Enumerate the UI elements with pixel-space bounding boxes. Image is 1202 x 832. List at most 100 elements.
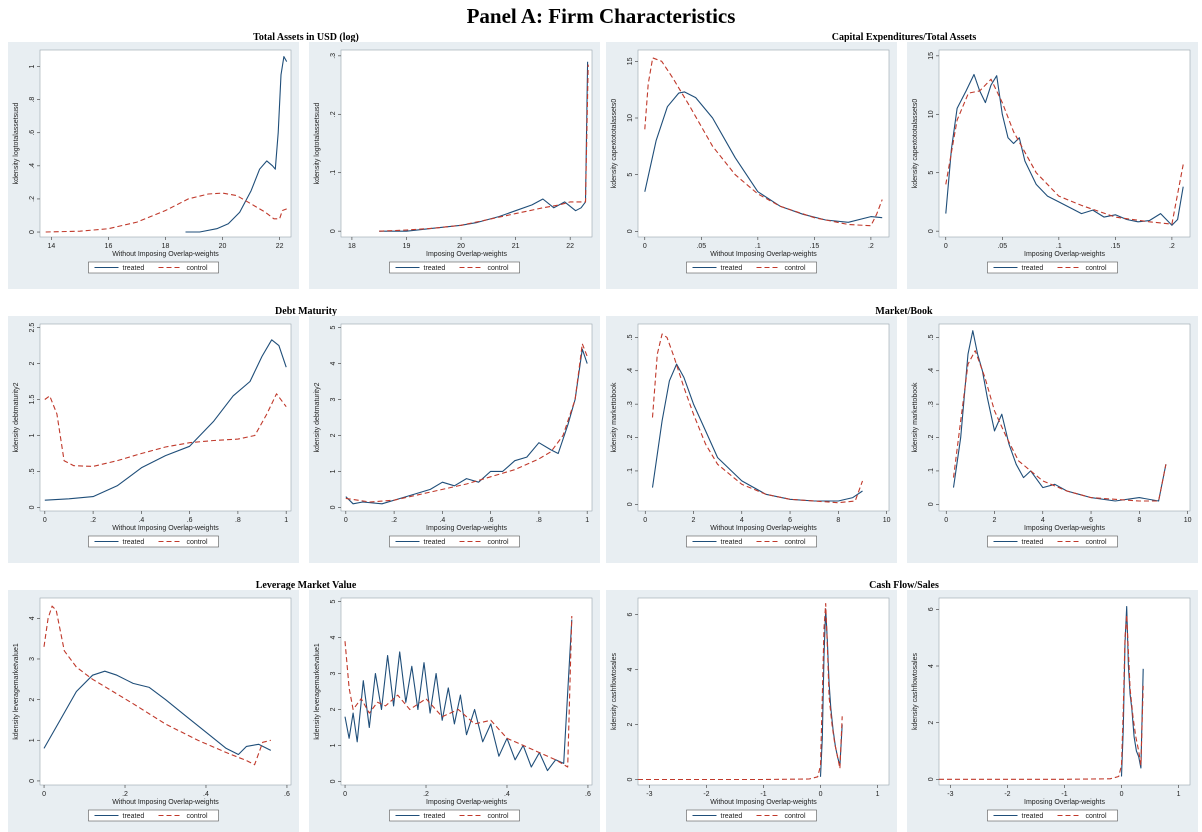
y-tick-label: .4: [627, 368, 634, 374]
chart-panel-2: 0 .1 .2 .3 18 19 20 21 22 Imposing Overlap-weight…: [309, 42, 600, 289]
legend-label-treated: treated: [1022, 265, 1044, 272]
y-tick-label: 0: [29, 230, 36, 234]
y-tick-label: 1: [29, 738, 36, 742]
x-tick-label: .15: [810, 243, 820, 250]
series-line-treated: [344, 619, 573, 772]
plot-area: [340, 49, 593, 238]
x-tick-label: 8: [836, 517, 840, 524]
y-axis-label: kdensity debtmaturity2: [314, 382, 321, 452]
y-tick-label: 2: [330, 433, 337, 437]
chart-panel-11: 0 2 4 6 -3 -2 -1 0 1 Without Imposing Overlap-wei…: [606, 590, 897, 832]
legend-label-treated: treated: [424, 265, 446, 272]
x-tick-label: 0: [819, 791, 823, 798]
y-tick-label: .3: [627, 401, 634, 407]
legend-box: [389, 535, 520, 548]
x-tick-label: .4: [504, 791, 510, 798]
legend-box: [987, 809, 1118, 822]
chart-panel-1: 0 .2 .4 .6 .8 1 14 16 18 20 22 Without Imposing Ove…: [8, 42, 299, 289]
x-tick-label: .2: [90, 517, 96, 524]
y-tick-label: .5: [928, 334, 935, 340]
y-tick-label: .2: [330, 111, 337, 117]
y-tick-label: 6: [627, 612, 634, 616]
y-tick-label: 3: [330, 397, 337, 401]
y-tick-label: 0: [330, 229, 337, 233]
legend-box: [88, 261, 219, 274]
y-tick-label: .2: [29, 196, 36, 202]
x-tick-label: -1: [760, 791, 766, 798]
y-tick-label: 0: [330, 779, 337, 783]
x-tick-label: 16: [105, 243, 113, 250]
y-axis-label: kdensity leveragemarketvalue1: [13, 643, 20, 740]
y-tick-label: 1.5: [29, 395, 36, 405]
x-tick-label: .2: [423, 791, 429, 798]
y-tick-label: 2: [928, 721, 935, 725]
y-tick-label: 2.5: [29, 323, 36, 333]
y-axis-label: kdensity capextototalassets0: [611, 99, 618, 189]
x-tick-label: -2: [703, 791, 709, 798]
x-axis-label: Imposing Overlap-weights: [1024, 525, 1105, 532]
chart-panel-6: 0 1 2 3 4 5 0 .2 .4 .6 .8 1 Imposing Overlap-weights…: [309, 316, 600, 563]
legend-box: [88, 809, 219, 822]
plot-area: [637, 49, 890, 238]
legend-label-treated: treated: [123, 265, 145, 272]
y-tick-label: .8: [29, 97, 36, 103]
series-line-treated: [952, 330, 1167, 502]
y-tick-label: 15: [627, 57, 634, 65]
plot-area: [637, 597, 890, 786]
series-line-control: [45, 192, 287, 233]
plot-area: [637, 323, 890, 512]
legend-label-control: control: [187, 539, 208, 546]
x-tick-label: .4: [138, 517, 144, 524]
chart-panel-8: 0 .1 .2 .3 .4 .5 0 2 4 6 8 10 Imposing Overlap-weigh…: [907, 316, 1198, 563]
y-tick-label: 0: [627, 229, 634, 233]
group-title-capex: Capital Expenditures/Total Assets: [831, 32, 977, 43]
y-tick-label: 2: [29, 362, 36, 366]
y-axis-label: kdensity logtotalassetsusd: [13, 103, 20, 185]
y-tick-label: 0: [29, 779, 36, 783]
legend-box: [389, 261, 520, 274]
x-tick-label: .8: [536, 517, 542, 524]
group-title-total-assets: Total Assets in USD (log): [253, 32, 359, 43]
x-tick-label: 10: [883, 517, 891, 524]
x-axis-label: Without Imposing Overlap-weights: [112, 251, 219, 258]
x-tick-label: 0: [343, 791, 347, 798]
x-tick-label: 0: [344, 517, 348, 524]
x-tick-label: 14: [48, 243, 56, 250]
series-line-treated: [819, 608, 843, 777]
legend-label-control: control: [1086, 813, 1107, 820]
y-tick-label: 2: [29, 698, 36, 702]
y-tick-label: .6: [29, 130, 36, 136]
legend-box: [987, 535, 1118, 548]
legend-box: [686, 535, 817, 548]
legend-label-treated: treated: [123, 813, 145, 820]
legend-box: [389, 809, 520, 822]
y-tick-label: 5: [330, 600, 337, 604]
y-tick-label: 10: [627, 114, 634, 122]
x-tick-label: 1: [876, 791, 880, 798]
y-tick-label: .1: [330, 170, 337, 176]
series-line-treated: [651, 363, 863, 502]
x-tick-label: .6: [488, 517, 494, 524]
legend-label-treated: treated: [424, 813, 446, 820]
x-tick-label: 22: [276, 243, 284, 250]
x-tick-label: 0: [944, 243, 948, 250]
x-axis-label: Imposing Overlap-weights: [426, 525, 507, 532]
x-tick-label: 10: [1184, 517, 1192, 524]
legend-label-treated: treated: [721, 813, 743, 820]
legend-label-control: control: [785, 813, 806, 820]
chart-panel-4: 0 5 10 15 0 .05 .1 .15 .2 Imposing Overlap-weight…: [907, 42, 1198, 289]
y-tick-label: 0: [29, 505, 36, 509]
x-tick-label: 2: [692, 517, 696, 524]
x-tick-label: 2: [993, 517, 997, 524]
x-tick-label: 6: [1089, 517, 1093, 524]
x-axis-label: Without Imposing Overlap-weights: [112, 799, 219, 806]
chart-panel-3: 0 5 10 15 0 .05 .1 .15 .2 Without Imposing Overla…: [606, 42, 897, 289]
x-tick-label: 1: [585, 517, 589, 524]
series-line-treated: [44, 339, 287, 501]
y-tick-label: 5: [928, 171, 935, 175]
x-axis-label: Imposing Overlap-weights: [426, 251, 507, 258]
y-tick-label: .4: [928, 368, 935, 374]
x-tick-label: .6: [585, 791, 591, 798]
legend-label-control: control: [187, 265, 208, 272]
legend-label-treated: treated: [123, 539, 145, 546]
